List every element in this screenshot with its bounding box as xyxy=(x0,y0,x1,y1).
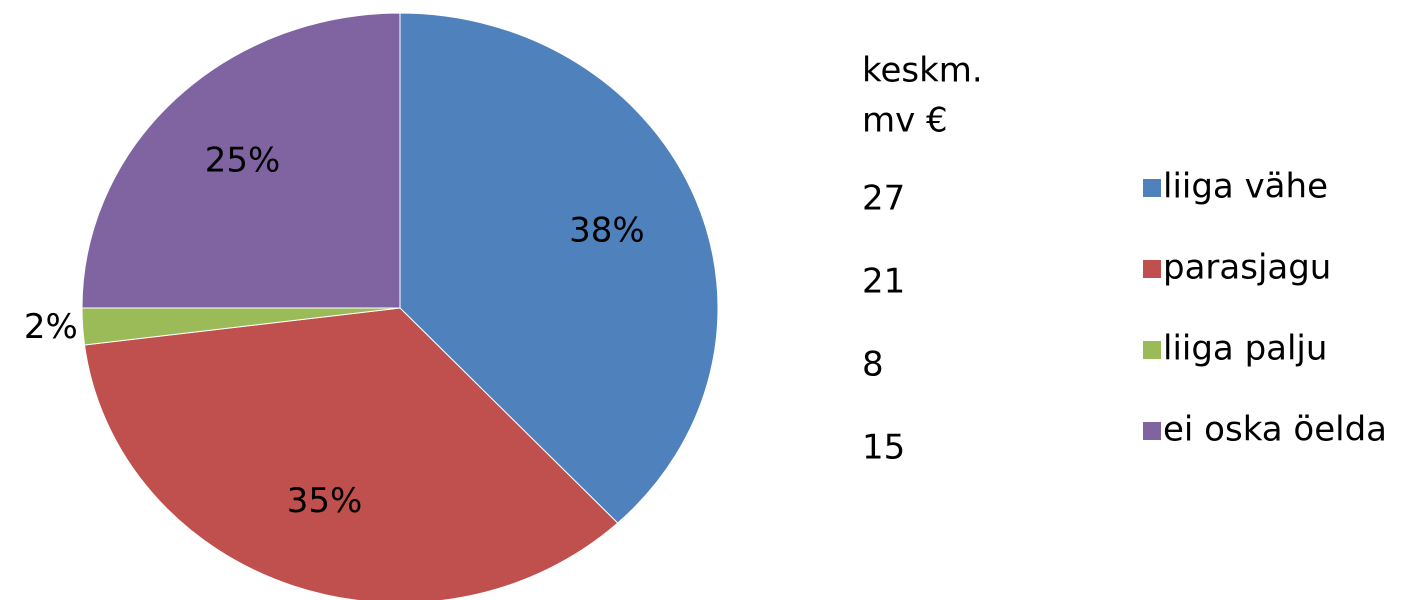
legend-label: parasjagu xyxy=(1163,248,1331,288)
slice-label: 35% xyxy=(287,481,363,521)
side-value: 27 xyxy=(862,179,905,219)
pie-slice xyxy=(399,12,719,524)
legend-swatch xyxy=(1143,260,1161,278)
slice-label: 38% xyxy=(569,210,645,250)
pie-slice xyxy=(81,12,401,309)
slice-label: 25% xyxy=(205,140,281,180)
side-header: keskm. xyxy=(862,51,983,91)
pie-slice xyxy=(83,307,619,600)
legend-swatch xyxy=(1143,179,1161,197)
side-value: 21 xyxy=(862,262,905,302)
legend-label: ei oska öelda xyxy=(1163,410,1387,450)
side-header: mv € xyxy=(862,101,948,141)
legend-swatch xyxy=(1143,422,1161,440)
legend-swatch xyxy=(1143,341,1161,359)
slice-label: 2% xyxy=(24,307,78,347)
legend-label: liiga vähe xyxy=(1163,167,1328,207)
side-value: 15 xyxy=(862,428,905,468)
legend-label: liiga palju xyxy=(1163,329,1327,369)
side-value: 8 xyxy=(862,345,884,385)
